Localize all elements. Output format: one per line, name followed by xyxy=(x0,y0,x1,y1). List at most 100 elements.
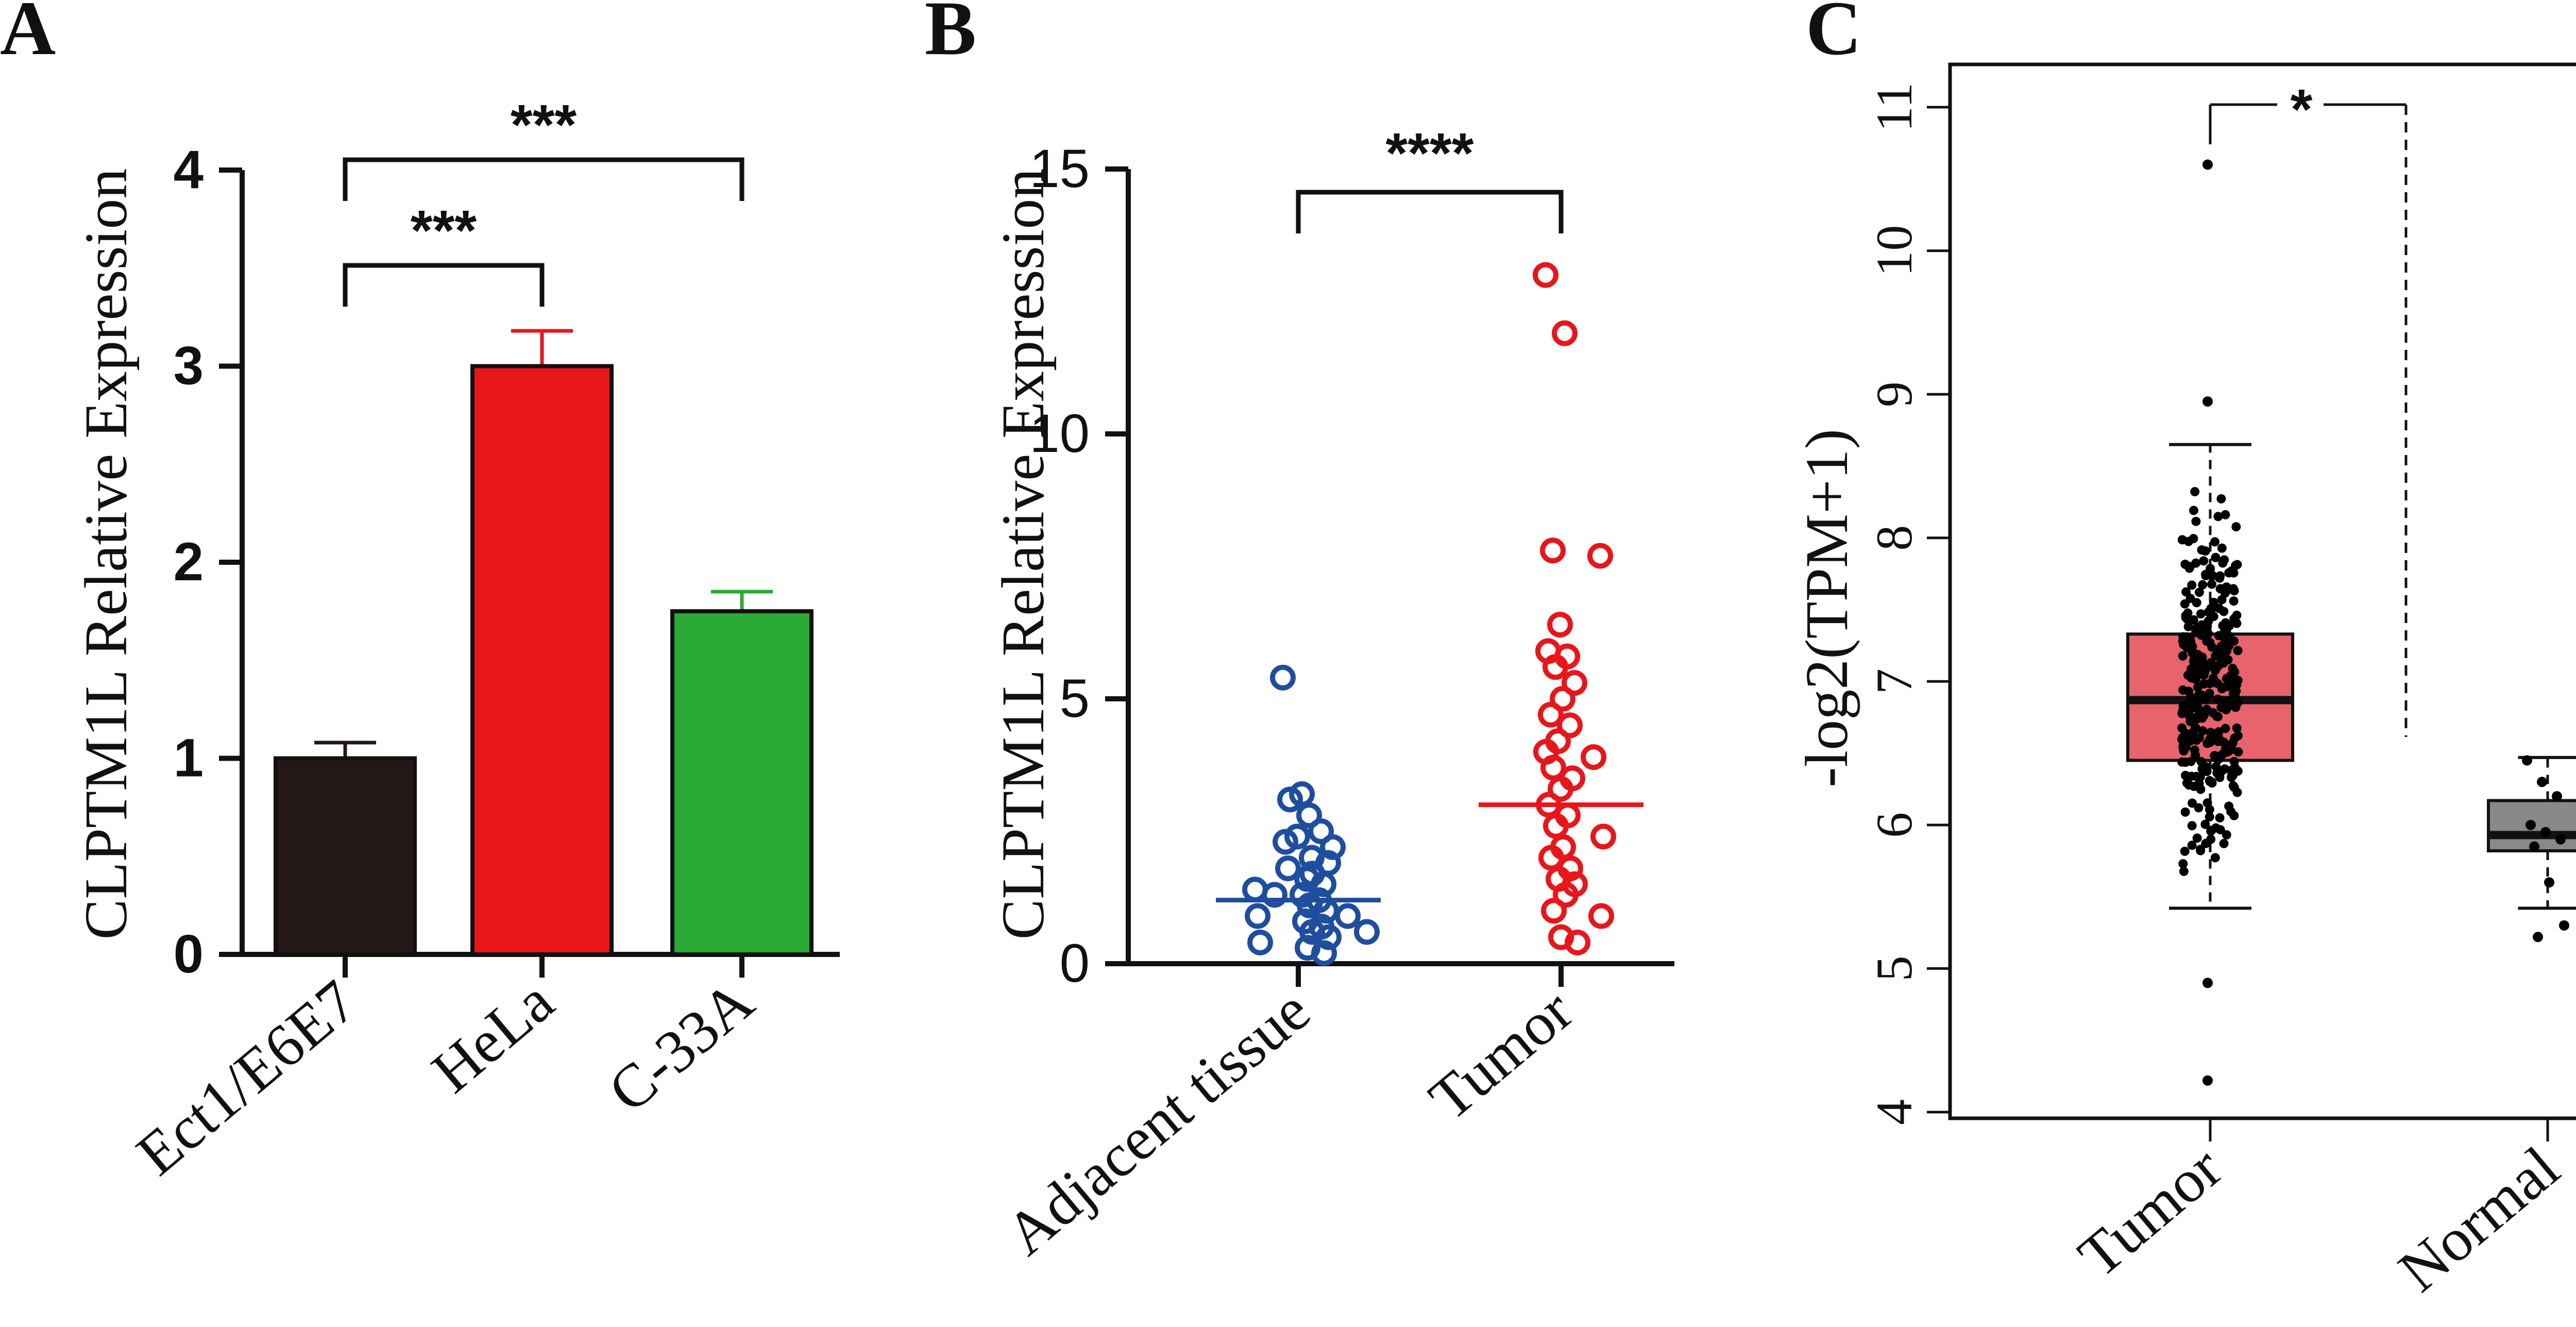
bar-ect1-e6e7 xyxy=(274,756,417,956)
data-point-tumor xyxy=(1552,320,1578,346)
data-point-tumor-c xyxy=(2227,771,2236,781)
data-point-tumor-c xyxy=(2213,661,2223,671)
data-point-tumor-c xyxy=(2230,733,2240,743)
data-point-tumor-c xyxy=(2187,841,2197,850)
y-tick-label-a: 0 xyxy=(174,924,204,984)
data-point-normal-c xyxy=(2555,834,2566,845)
data-point-tumor-c xyxy=(2195,694,2205,703)
data-point-adjacent xyxy=(1277,786,1303,813)
y-tick-label-c: 5 xyxy=(1866,955,1923,981)
data-point-tumor-c xyxy=(2207,777,2216,787)
data-point-tumor xyxy=(1533,262,1558,288)
data-point-tumor-c xyxy=(2221,654,2231,664)
data-point-tumor-c xyxy=(2224,801,2234,811)
data-point-tumor-c xyxy=(2190,487,2200,497)
significance-label-b: **** xyxy=(1385,122,1473,185)
data-point-tumor-c xyxy=(2207,579,2216,589)
data-point-tumor xyxy=(1588,903,1614,929)
panel-label-c: C xyxy=(1806,0,1861,71)
data-point-tumor-c xyxy=(2219,838,2229,848)
data-point-tumor xyxy=(1540,537,1566,564)
x-tick-label-a: HeLa xyxy=(419,967,566,1106)
data-point-tumor-c xyxy=(2233,698,2243,708)
outlier-point-c xyxy=(2202,978,2213,988)
data-point-tumor-c xyxy=(2206,826,2216,836)
data-point-adjacent xyxy=(1308,818,1334,844)
data-point-tumor-c xyxy=(2212,711,2222,721)
data-point-tumor-c xyxy=(2231,686,2241,696)
data-point-tumor-c xyxy=(2187,821,2197,831)
data-point-tumor-c xyxy=(2198,580,2208,590)
data-point-adjacent xyxy=(1270,664,1296,691)
outlier-point-c xyxy=(2202,159,2213,170)
data-point-tumor-c xyxy=(2208,570,2217,580)
data-point-tumor xyxy=(1540,754,1566,781)
data-point-adjacent xyxy=(1275,855,1301,881)
data-point-tumor-c xyxy=(2181,611,2191,620)
y-axis-label-c: -log2(TPM+1) xyxy=(1793,429,1860,787)
data-point-tumor-c xyxy=(2211,552,2221,562)
data-point-tumor-c xyxy=(2189,506,2198,515)
data-point-tumor-c xyxy=(2192,771,2201,781)
data-point-tumor xyxy=(1565,929,1590,955)
x-tick-label-c: Normal xyxy=(2386,1134,2571,1305)
data-point-tumor-c xyxy=(2230,763,2240,772)
panel-label-a: A xyxy=(0,0,56,71)
data-point-normal-c xyxy=(2552,791,2562,802)
data-point-tumor xyxy=(1587,543,1613,569)
data-point-tumor-c xyxy=(2202,704,2212,714)
y-axis-label-b: CLPTM1L Relative Expression xyxy=(989,169,1057,940)
data-point-tumor-c xyxy=(2221,724,2230,733)
significance-c: * xyxy=(2209,78,2408,737)
data-point-tumor-c xyxy=(2183,670,2193,680)
data-point-tumor-c xyxy=(2221,510,2230,519)
data-point-tumor-c xyxy=(2219,555,2229,565)
axes-b: 0 5 10 15 xyxy=(1029,139,1674,994)
outlier-point-c xyxy=(2202,1075,2213,1086)
x-tick-label-c: Tumor xyxy=(2066,1134,2234,1290)
significance-bracket-b xyxy=(1296,190,1564,233)
data-point-tumor-c xyxy=(2202,621,2212,631)
y-tick-label-b: 0 xyxy=(1060,933,1090,994)
data-point-tumor-c xyxy=(2190,663,2199,673)
significance-label-a: *** xyxy=(411,199,477,262)
data-point-tumor-c xyxy=(2211,678,2221,687)
data-point-tumor xyxy=(1562,670,1587,696)
data-point-tumor-c xyxy=(2232,723,2242,733)
data-point-tumor-c xyxy=(2188,642,2197,651)
significance-bracket-a xyxy=(343,263,545,307)
data-point-tumor xyxy=(1541,898,1567,924)
data-point-tumor-c xyxy=(2213,755,2223,765)
data-point-tumor xyxy=(1548,776,1573,802)
data-point-tumor-c xyxy=(2214,603,2224,613)
data-point-tumor-c xyxy=(2229,596,2239,606)
panel-label-b: B xyxy=(925,0,976,71)
data-point-tumor-c xyxy=(2217,543,2227,553)
data-point-tumor-c xyxy=(2215,825,2225,835)
x-tick-label-b: Adjacent tissue xyxy=(993,977,1323,1268)
data-point-tumor-c xyxy=(2205,734,2215,744)
data-point-tumor-c xyxy=(2202,766,2212,776)
data-point-tumor-c xyxy=(2196,609,2206,619)
data-point-tumor-c xyxy=(2216,702,2226,712)
data-point-tumor-c xyxy=(2198,726,2208,736)
data-point-tumor-c xyxy=(2180,758,2190,767)
data-point-tumor-c xyxy=(2197,545,2207,555)
data-point-tumor-c xyxy=(2227,566,2236,576)
data-point-tumor-c xyxy=(2196,846,2206,855)
data-point-tumor-c xyxy=(2191,628,2200,637)
data-point-normal-c xyxy=(2533,932,2543,943)
data-point-tumor-c xyxy=(2229,614,2239,624)
y-tick-label-c: 11 xyxy=(1866,82,1923,132)
boxes-c: Tumor Normal xyxy=(2066,159,2576,1305)
data-point-tumor-c xyxy=(2218,584,2228,594)
data-point-adjacent xyxy=(1316,924,1342,950)
y-tick-label-c: 10 xyxy=(1866,225,1923,277)
data-point-tumor-c xyxy=(2216,494,2226,503)
data-point-tumor-c xyxy=(2204,629,2213,639)
data-point-adjacent xyxy=(1299,861,1325,887)
data-point-normal-c xyxy=(2540,827,2551,837)
panel-c: C -log2(TPM+1) 4 5 6 7 8 9 10 11 Tumor Normal * xyxy=(1793,0,2576,1305)
data-point-normal-c xyxy=(2522,755,2532,766)
data-point-tumor-c xyxy=(2214,650,2224,660)
